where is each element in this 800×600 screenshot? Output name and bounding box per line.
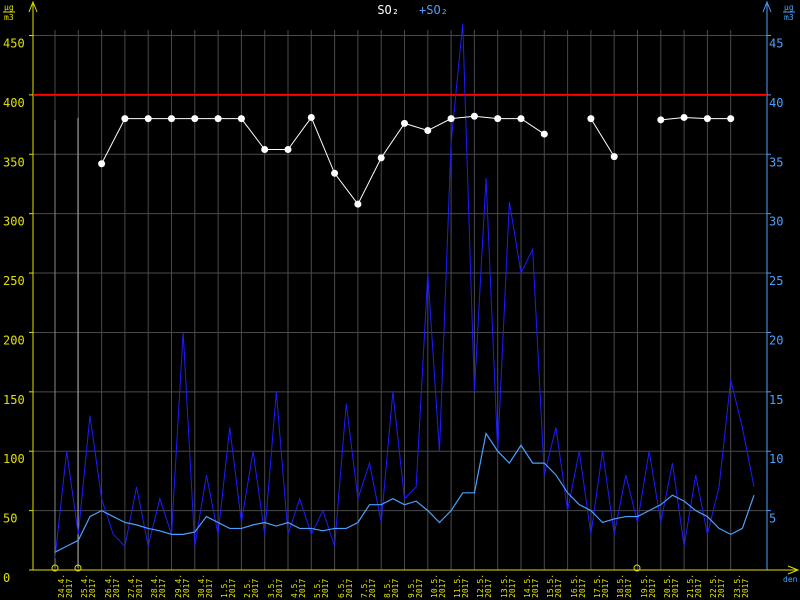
- y-tick-label: 150: [3, 393, 25, 407]
- x-tick-label: 19.5. 2017: [639, 573, 657, 598]
- event-dot: [51, 564, 59, 572]
- y2-tick-label: 15: [769, 393, 783, 407]
- y2-unit: µg: [784, 3, 794, 12]
- daily-point: [680, 113, 688, 121]
- y2-tick-label: 35: [769, 155, 783, 169]
- daily-line: [101, 115, 731, 206]
- y-tick-label: 450: [3, 37, 25, 51]
- x-tick-label: 4.5. 2017: [290, 578, 307, 598]
- daily-point: [401, 119, 408, 127]
- x-label: den: [783, 575, 798, 584]
- y-tick-label: 0: [3, 571, 10, 585]
- y2-tick-label: 5: [769, 512, 776, 526]
- daily-point: [470, 112, 478, 120]
- y2-tick-label: 40: [769, 96, 783, 110]
- daily-point: [214, 115, 222, 123]
- daily-point: [261, 146, 269, 154]
- x-tick-label: 5.5. 2017: [313, 578, 331, 598]
- y2-tick-label: 30: [769, 215, 783, 229]
- legend-entry: +SO₂: [419, 3, 448, 17]
- x-tick-label: 25.4. 2017: [80, 573, 98, 598]
- daily-point: [447, 115, 455, 123]
- x-tick-label: 1.5. 2017: [220, 578, 238, 598]
- daily-point: [657, 116, 665, 124]
- average-line: [54, 431, 755, 553]
- daily-point: [191, 115, 199, 123]
- y2-tick-label: 45: [769, 37, 783, 51]
- daily-point: [284, 146, 292, 154]
- x-tick-label: 11.5. 2017: [453, 573, 471, 598]
- y-tick-label: 300: [3, 215, 25, 229]
- daily-point: [517, 115, 525, 123]
- daily-point: [354, 200, 362, 208]
- daily-point: [727, 115, 735, 123]
- y2-tick-label: 20: [769, 333, 783, 347]
- y-tick-label: 200: [3, 333, 25, 347]
- y-tick-label: 50: [3, 512, 17, 526]
- x-tick-label: 3.5. 2017: [266, 578, 284, 598]
- daily-point: [331, 169, 339, 177]
- x-tick-label: 14.5. 2017: [523, 573, 540, 598]
- y-tick-label: 350: [3, 155, 25, 169]
- x-tick-label: 27.4. 2017: [126, 573, 144, 598]
- x-tick-label: 10.5. 2017: [429, 573, 447, 598]
- daily-point: [424, 127, 432, 135]
- y2-unit: m3: [784, 13, 794, 22]
- y2-tick-label: 10: [769, 452, 783, 466]
- daily-point: [540, 130, 548, 138]
- x-tick-label: 28.4. 2017: [150, 573, 168, 598]
- x-tick-label: 9.5. 2017: [406, 578, 424, 598]
- x-tick-label: 8.5. 2017: [383, 578, 401, 598]
- x-tick-label: 2.5. 2017: [243, 578, 261, 598]
- x-tick-label: 12.5. 2017: [476, 573, 494, 598]
- daily-point: [587, 115, 595, 123]
- x-tick-label: 30.4. 2017: [196, 573, 214, 598]
- x-tick-label: 13.5. 2017: [499, 573, 517, 598]
- x-tick-label: 18.5. 2017: [616, 573, 634, 598]
- daily-point: [121, 115, 129, 123]
- daily-point: [168, 115, 175, 123]
- x-tick-label: 20.5. 2017: [662, 573, 680, 598]
- y-unit: m3: [4, 13, 14, 22]
- daily-point: [377, 154, 385, 162]
- y-tick-label: 400: [3, 96, 25, 110]
- daily-point: [98, 160, 106, 168]
- event-dot: [633, 564, 641, 572]
- y-tick-label: 250: [3, 274, 25, 288]
- x-tick-label: 21.5. 2017: [686, 573, 704, 598]
- y2-tick-label: 25: [769, 274, 783, 288]
- daily-point: [494, 115, 502, 123]
- x-tick-label: 23.5. 2017: [732, 573, 750, 598]
- daily-point: [144, 115, 152, 123]
- daily-point: [703, 115, 711, 123]
- axis-arrow: [787, 565, 800, 575]
- x-tick-label: 17.5. 2017: [592, 573, 610, 598]
- axis-arrow: [762, 0, 772, 13]
- y-unit: µg: [4, 3, 14, 12]
- y-tick-label: 100: [3, 452, 25, 466]
- chart-title: SO₂: [377, 3, 399, 17]
- x-tick-label: 24.4. 2017: [57, 573, 74, 598]
- daily-point: [237, 115, 245, 123]
- x-tick-label: 15.5. 2017: [546, 573, 564, 598]
- daily-point: [307, 113, 315, 121]
- x-tick-label: 26.4. 2017: [103, 573, 121, 598]
- x-tick-label: 22.5. 2017: [709, 573, 727, 598]
- x-tick-label: 29.4. 2017: [173, 573, 191, 598]
- x-tick-label: 7.5. 2017: [359, 578, 377, 598]
- x-tick-label: 6.5. 2017: [336, 578, 354, 598]
- x-tick-label: 16.5. 2017: [569, 573, 587, 598]
- axis-arrow: [28, 0, 38, 13]
- daily-point: [610, 153, 618, 161]
- event-dot: [74, 564, 82, 572]
